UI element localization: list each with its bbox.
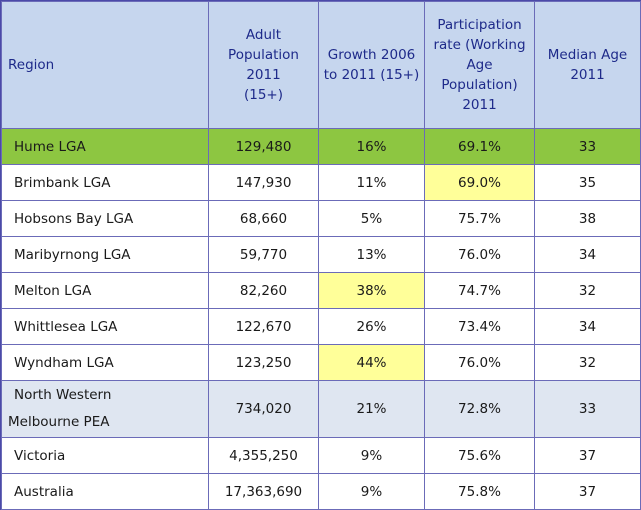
table-row-whittlesea: Whittlesea LGA 122,670 26% 73.4% 34 <box>1 308 641 345</box>
header-median-age: Median Age 2011 <box>534 1 641 129</box>
cell-population: 129,480 <box>208 128 319 165</box>
table-row-australia: Australia 17,363,690 9% 75.8% 37 <box>1 473 641 510</box>
cell-growth: 16% <box>318 128 425 165</box>
table-row-north-western: North Western Melbourne PEA 734,020 21% … <box>1 380 641 438</box>
cell-population: 59,770 <box>208 236 319 273</box>
cell-growth: 9% <box>318 473 425 510</box>
cell-population: 123,250 <box>208 344 319 381</box>
cell-growth: 26% <box>318 308 425 345</box>
cell-population: 17,363,690 <box>208 473 319 510</box>
cell-region: Hume LGA <box>1 128 209 165</box>
cell-region: Maribyrnong LGA <box>1 236 209 273</box>
cell-median-age: 34 <box>534 308 641 345</box>
cell-median-age: 32 <box>534 272 641 309</box>
cell-participation: 75.8% <box>424 473 535 510</box>
header-participation: Participation rate (Working Age Populati… <box>424 1 535 129</box>
cell-region-line-2: Melbourne PEA <box>8 414 110 430</box>
cell-participation-highlighted: 69.0% <box>424 164 535 201</box>
cell-growth-highlighted: 38% <box>318 272 425 309</box>
cell-region: Melton LGA <box>1 272 209 309</box>
cell-region: Australia <box>1 473 209 510</box>
cell-median-age: 33 <box>534 128 641 165</box>
header-row: Region Adult Population 2011 (15+) Growt… <box>1 1 641 129</box>
header-population: Adult Population 2011 (15+) <box>208 1 319 129</box>
table-row-brimbank: Brimbank LGA 147,930 11% 69.0% 35 <box>1 164 641 201</box>
cell-median-age: 34 <box>534 236 641 273</box>
table-row-maribyrnong: Maribyrnong LGA 59,770 13% 76.0% 34 <box>1 236 641 273</box>
cell-participation: 76.0% <box>424 236 535 273</box>
cell-median-age: 37 <box>534 437 641 474</box>
cell-median-age: 38 <box>534 200 641 237</box>
cell-growth: 5% <box>318 200 425 237</box>
cell-growth: 21% <box>318 380 425 438</box>
cell-population: 82,260 <box>208 272 319 309</box>
cell-participation: 75.7% <box>424 200 535 237</box>
header-region: Region <box>1 1 209 129</box>
cell-population: 4,355,250 <box>208 437 319 474</box>
cell-median-age: 35 <box>534 164 641 201</box>
cell-growth-highlighted: 44% <box>318 344 425 381</box>
cell-region: North Western Melbourne PEA <box>1 380 209 438</box>
cell-participation: 73.4% <box>424 308 535 345</box>
header-growth: Growth 2006 to 2011 (15+) <box>318 1 425 129</box>
table-row-hobsons-bay: Hobsons Bay LGA 68,660 5% 75.7% 38 <box>1 200 641 237</box>
cell-participation: 74.7% <box>424 272 535 309</box>
cell-median-age: 33 <box>534 380 641 438</box>
cell-growth: 9% <box>318 437 425 474</box>
cell-population: 122,670 <box>208 308 319 345</box>
table-row-wyndham: Wyndham LGA 123,250 44% 76.0% 32 <box>1 344 641 381</box>
cell-region: Victoria <box>1 437 209 474</box>
cell-region-line-1: North Western <box>14 387 112 403</box>
table-row-victoria: Victoria 4,355,250 9% 75.6% 37 <box>1 437 641 474</box>
cell-growth: 11% <box>318 164 425 201</box>
cell-participation: 69.1% <box>424 128 535 165</box>
cell-region: Wyndham LGA <box>1 344 209 381</box>
cell-growth: 13% <box>318 236 425 273</box>
cell-participation: 75.6% <box>424 437 535 474</box>
cell-median-age: 32 <box>534 344 641 381</box>
cell-participation: 72.8% <box>424 380 535 438</box>
table-row-melton: Melton LGA 82,260 38% 74.7% 32 <box>1 272 641 309</box>
cell-population: 734,020 <box>208 380 319 438</box>
cell-participation: 76.0% <box>424 344 535 381</box>
cell-region: Whittlesea LGA <box>1 308 209 345</box>
cell-region: Brimbank LGA <box>1 164 209 201</box>
cell-population: 68,660 <box>208 200 319 237</box>
cell-population: 147,930 <box>208 164 319 201</box>
cell-region: Hobsons Bay LGA <box>1 200 209 237</box>
cell-median-age: 37 <box>534 473 641 510</box>
table-row-hume: Hume LGA 129,480 16% 69.1% 33 <box>1 128 641 165</box>
